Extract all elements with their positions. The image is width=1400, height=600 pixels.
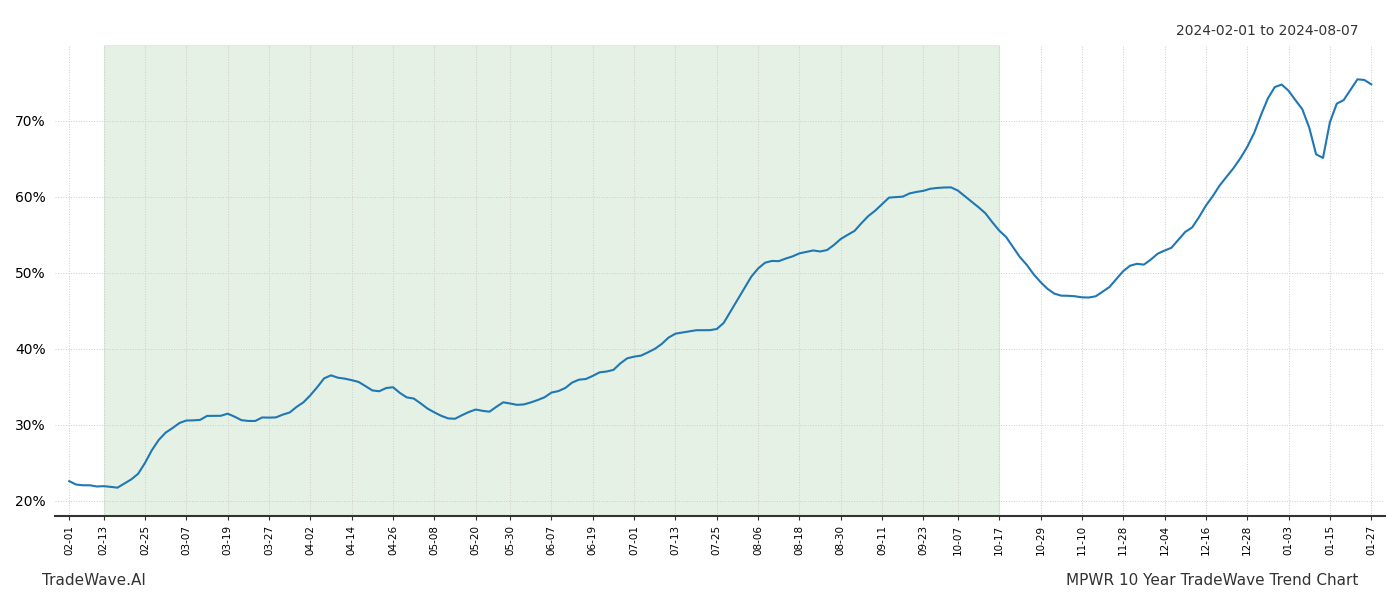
Text: TradeWave.AI: TradeWave.AI xyxy=(42,573,146,588)
Bar xyxy=(104,45,1000,516)
Text: 2024-02-01 to 2024-08-07: 2024-02-01 to 2024-08-07 xyxy=(1176,24,1358,38)
Text: MPWR 10 Year TradeWave Trend Chart: MPWR 10 Year TradeWave Trend Chart xyxy=(1065,573,1358,588)
